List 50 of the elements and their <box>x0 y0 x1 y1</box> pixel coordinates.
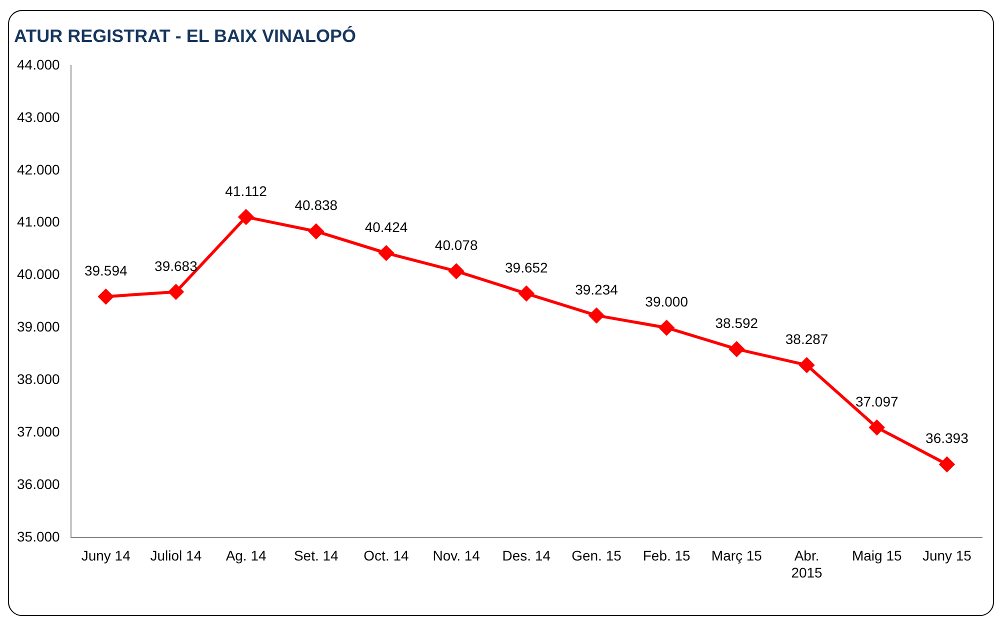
x-tick-label: Ag. 14 <box>226 548 266 564</box>
x-tick-label: Feb. 15 <box>642 548 691 564</box>
data-label: 39.000 <box>645 294 688 310</box>
x-tick-label: Abr. 2015 <box>791 548 823 580</box>
point <box>799 358 814 373</box>
x-tick-label: Maig 15 <box>852 548 902 564</box>
point <box>378 246 394 261</box>
data-label: 39.234 <box>575 281 618 298</box>
point <box>238 209 254 224</box>
y-tick-label: 44.000 <box>16 56 60 72</box>
y-tick-label: 41.000 <box>16 214 60 230</box>
y-tick-label: 38.000 <box>16 370 60 387</box>
x-tick-label: Des. 14 <box>502 548 551 564</box>
data-label: 38.592 <box>715 314 758 331</box>
data-label: 41.112 <box>225 182 268 199</box>
x-tick-label: Oct. 14 <box>364 548 410 564</box>
x-tick-label: Juny 15 <box>922 548 972 564</box>
y-tick-label: 36.000 <box>16 476 60 492</box>
y-tick-label: 35.000 <box>16 528 60 544</box>
y-tick-label: 37.000 <box>16 423 60 440</box>
point <box>659 320 674 336</box>
data-label: 39.652 <box>504 259 548 276</box>
x-tick-label: Set. 14 <box>294 548 339 564</box>
x-tick-label: Març 15 <box>711 548 762 564</box>
chart-title: ATUR REGISTRAT - EL BAIX VINALOPÓ <box>14 26 356 46</box>
y-tick-label: 42.000 <box>16 161 60 178</box>
point <box>98 289 114 304</box>
data-label: 39.594 <box>84 262 128 278</box>
data-label: 40.078 <box>434 237 478 254</box>
data-label: 39.683 <box>154 258 198 274</box>
x-tick-label: Juny 14 <box>81 548 131 564</box>
point <box>939 456 954 472</box>
data-label: 37.097 <box>855 393 898 410</box>
point <box>168 284 184 300</box>
x-tick-label: Nov. 14 <box>432 548 480 564</box>
point <box>729 342 744 357</box>
point <box>589 308 604 323</box>
point <box>518 286 534 302</box>
data-label: 40.838 <box>294 197 338 214</box>
y-tick-label: 39.000 <box>16 318 60 335</box>
data-label: 40.424 <box>364 218 408 235</box>
data-label: 38.287 <box>785 330 828 347</box>
data-label: 36.393 <box>926 430 969 446</box>
y-tick-label: 43.000 <box>16 108 60 125</box>
point <box>308 224 324 239</box>
point <box>448 264 464 279</box>
x-tick-label: Gen. 15 <box>572 548 622 564</box>
x-tick-label: Juliol 14 <box>150 548 202 564</box>
point <box>869 420 884 435</box>
y-tick-label: 40.000 <box>16 266 60 282</box>
